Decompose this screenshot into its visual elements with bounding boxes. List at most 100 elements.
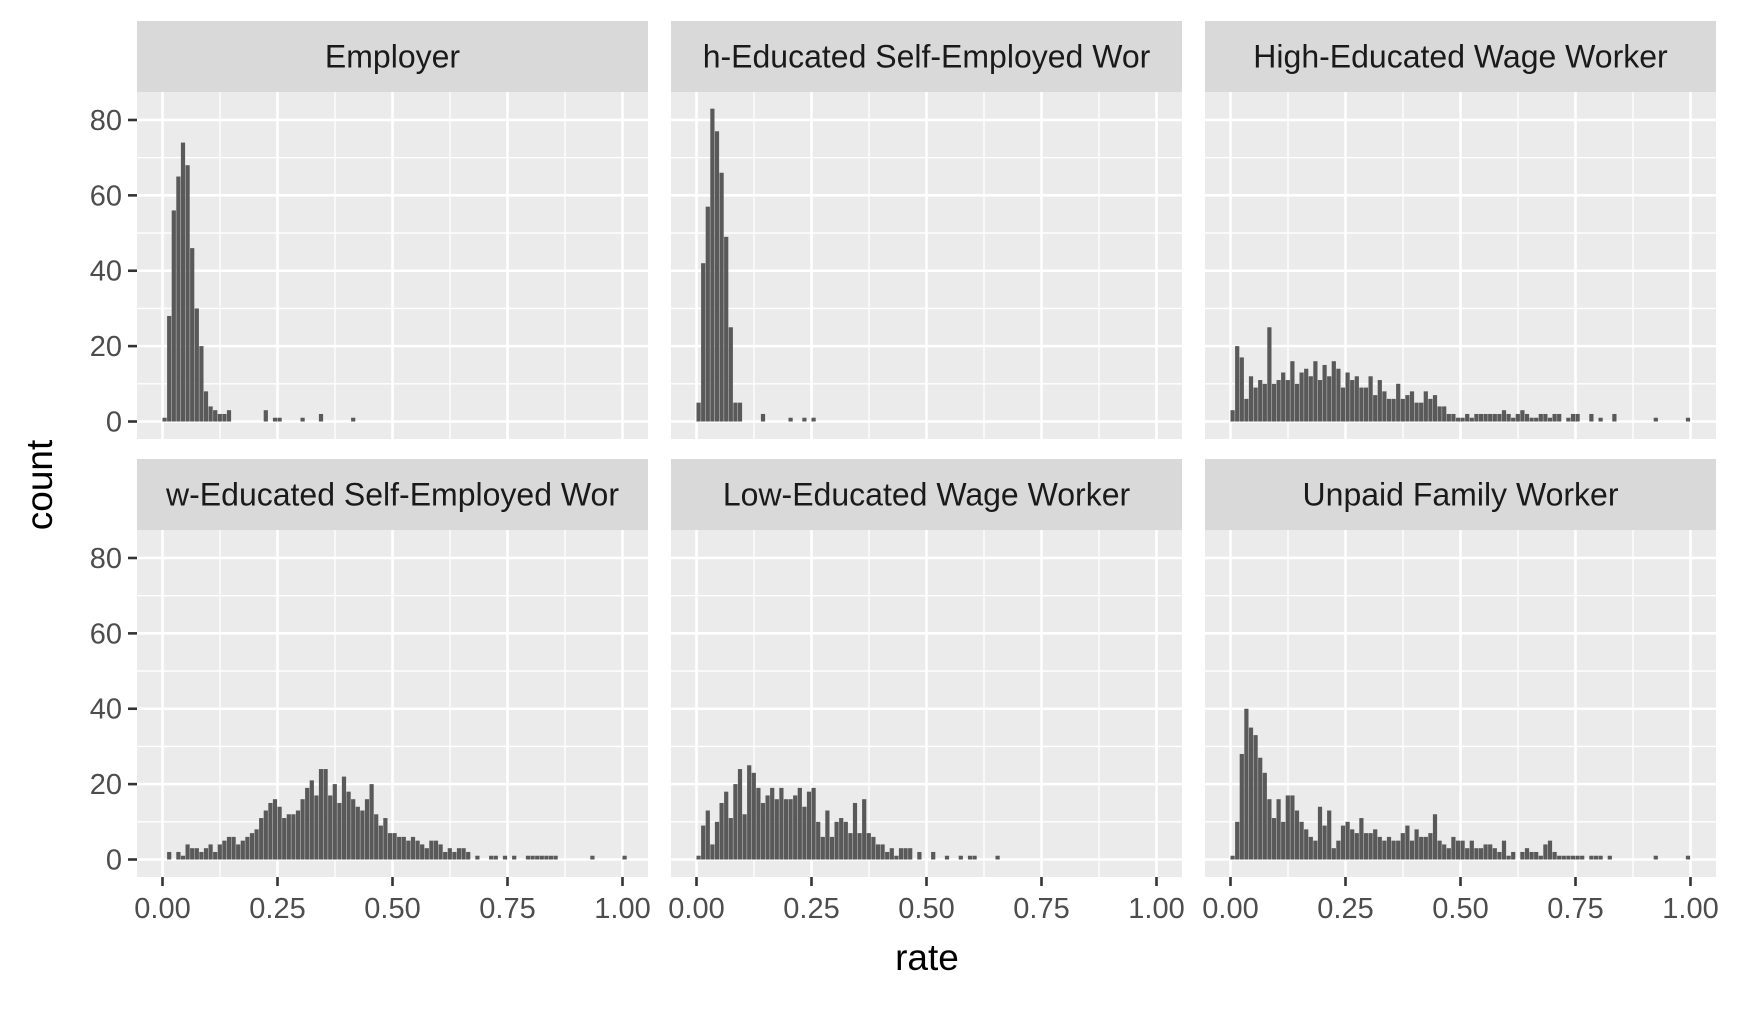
histogram-bar <box>1520 851 1525 860</box>
facet-panel: w-Educated Self-Employed Wor 0 20 40 60 80 0.0… <box>90 459 651 925</box>
histogram-bar <box>995 855 1000 860</box>
histogram-bar <box>213 410 218 422</box>
histogram-bar <box>1281 821 1286 860</box>
histogram-bar <box>1368 833 1373 860</box>
y-tick-label: 80 <box>90 105 122 137</box>
histogram-bar <box>1552 851 1557 860</box>
histogram-bar <box>701 825 706 860</box>
histogram-bar <box>1267 799 1272 860</box>
histogram-bar <box>1322 364 1327 422</box>
facet-strip <box>671 459 1182 530</box>
histogram-bar <box>834 821 839 860</box>
histogram-bar <box>765 795 770 860</box>
histogram-bar <box>1253 735 1258 860</box>
histogram-bar <box>1685 417 1691 422</box>
histogram-bar <box>323 769 328 860</box>
histogram-bar <box>1437 840 1442 860</box>
histogram-bar <box>1248 376 1254 422</box>
histogram-bar <box>236 844 241 860</box>
histogram-bar <box>1363 387 1369 422</box>
histogram-bar <box>770 787 775 860</box>
histogram-bar <box>410 836 416 860</box>
histogram-bar <box>249 833 255 860</box>
histogram-bar <box>1299 821 1304 860</box>
histogram-bar <box>1235 346 1240 422</box>
histogram-bar <box>1589 855 1594 860</box>
histogram-bar <box>802 806 807 860</box>
histogram-bar <box>719 802 724 860</box>
x-tick-label: 0.25 <box>783 893 839 925</box>
histogram-bar <box>1340 825 1346 860</box>
histogram-bar <box>696 855 701 860</box>
facet-panel: High-Educated Wage Worker <box>1205 21 1716 439</box>
histogram-bar <box>1382 840 1387 860</box>
histogram-bar <box>1492 848 1497 860</box>
histogram-bar <box>1446 413 1451 422</box>
histogram-bar <box>705 810 710 860</box>
histogram-bar <box>222 840 227 860</box>
histogram-bar <box>967 855 973 860</box>
histogram-bar <box>369 784 374 860</box>
histogram-bar <box>1478 848 1484 860</box>
histogram-bar <box>392 833 397 860</box>
histogram-bar <box>240 840 245 860</box>
y-tick-label: 80 <box>90 543 122 575</box>
histogram-bar <box>1511 851 1516 860</box>
histogram-bar <box>1386 836 1392 860</box>
histogram-bar <box>167 851 172 860</box>
histogram-bar <box>944 855 950 860</box>
histogram-bar <box>1391 840 1396 860</box>
facet-strip-label: h-Educated Self-Employed Wor <box>703 39 1151 75</box>
histogram-bar <box>282 818 287 860</box>
histogram-bar <box>1423 391 1428 422</box>
histogram-bar <box>1336 840 1341 860</box>
histogram-bar <box>1534 417 1539 422</box>
histogram-bar <box>894 855 899 860</box>
histogram-bar <box>1230 855 1235 860</box>
histogram-bar <box>1465 413 1470 422</box>
histogram-bar <box>1598 417 1603 422</box>
histogram-bar <box>176 176 181 422</box>
histogram-bar <box>1354 833 1359 860</box>
histogram-bar <box>277 806 282 860</box>
histogram-bar <box>1230 410 1235 422</box>
histogram-bar <box>309 780 314 860</box>
histogram-bar <box>259 818 264 860</box>
x-tick-label: 0.25 <box>1317 893 1373 925</box>
histogram-bar <box>1607 855 1612 860</box>
histogram-bar <box>1322 825 1327 860</box>
histogram-bar <box>401 836 406 860</box>
histogram-bar <box>328 795 333 860</box>
histogram-bar <box>1520 410 1525 422</box>
histogram-bar <box>1492 413 1497 422</box>
histogram-bar <box>544 855 549 860</box>
histogram-bar <box>318 413 324 422</box>
x-tick-label: 0.50 <box>364 893 420 925</box>
histogram-bar <box>1570 413 1576 422</box>
histogram-bar <box>222 413 227 422</box>
histogram-bar <box>710 108 715 422</box>
histogram-bar <box>203 848 209 860</box>
histogram-bar <box>728 818 733 860</box>
histogram-bar <box>291 814 296 860</box>
histogram-bar <box>1414 402 1419 422</box>
histogram-bar <box>300 799 305 860</box>
histogram-bar <box>1506 855 1511 860</box>
histogram-bar <box>1460 840 1465 860</box>
histogram-bar <box>415 840 420 860</box>
x-tick-label: 0.25 <box>249 893 305 925</box>
x-tick-label: 0.75 <box>1013 893 1069 925</box>
histogram-bar <box>1281 372 1286 422</box>
histogram-bar <box>493 855 498 860</box>
y-tick-label: 40 <box>90 694 122 726</box>
facet-strip <box>137 21 648 92</box>
histogram-bar <box>355 806 360 860</box>
histogram-bar <box>1419 836 1424 860</box>
histogram-bar <box>199 851 204 860</box>
histogram-bar <box>1313 840 1318 860</box>
histogram-bar <box>1446 848 1451 860</box>
histogram-bar <box>1400 833 1405 860</box>
histogram-bar <box>1501 410 1507 422</box>
